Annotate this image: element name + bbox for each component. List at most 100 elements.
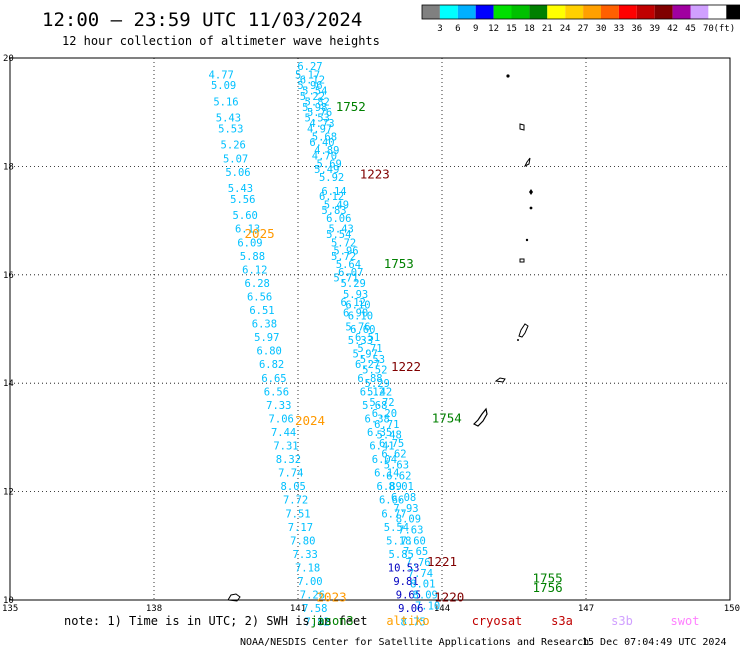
wave-height-label: 7.93 [393,503,418,515]
wave-height-label: 6.35 [367,427,392,439]
grid-lines [10,58,730,600]
wave-height-label: 8.75 [401,617,426,629]
pass-number-label: 1756 [533,580,563,595]
scale-value: 36 [631,24,642,34]
wave-height-label: 4.97 [307,123,332,135]
wave-height-label: 6.12 [300,75,325,87]
land-features [227,74,533,602]
wave-height-label: 9.81 [393,576,418,588]
wave-height-label: 7.82 [305,617,330,629]
wave-height-label: 6.51 [355,332,380,344]
wave-height-label: 4.77 [209,69,234,81]
scale-value: 24 [560,24,571,34]
wave-height-label: 5.92 [319,172,344,184]
wave-height-label: 5.22 [300,91,325,103]
wave-height-label: 6.12 [341,297,366,309]
x-tick-label: 144 [434,604,450,614]
wave-height-label: 5.68 [312,132,337,144]
wave-height-label: 5.64 [336,259,361,271]
wave-height-label: 7.44 [271,427,296,439]
pass-number-label: 2025 [245,226,275,241]
satellite-legend: jason3 altiko cryosat s3a s3b swot [310,614,699,628]
x-tick-label: 141 [290,604,306,614]
wave-height-label: 10.53 [388,562,420,574]
footer-note: note: 1) Time is in UTC; 2) SWH is in fe… [64,614,367,628]
wave-height-label: 6.12 [242,264,267,276]
pass-number-label: 1752 [336,99,366,114]
scale-value: 9 [473,24,478,34]
wave-height-label: 7.74 [278,468,303,480]
wave-height-label: 7.60 [401,535,426,547]
wave-height-label: 6.09 [237,237,262,249]
pass-number-label: 2024 [295,413,325,428]
scale-swatch [672,5,691,19]
scale-swatch [457,5,476,19]
wave-height-label: 5.76 [345,321,370,333]
color-scale: 3 6 9 12 15 18 21 24 27 30 33 36 39 42 45 70 (ft) [421,4,740,34]
wave-height-label: 5.53 [305,113,330,125]
pass-number-label: 1222 [391,359,421,374]
wave-height-label: 6.12 [319,191,344,203]
wave-height-label: 7.80 [290,535,315,547]
wave-height-label: 6.20 [372,408,397,420]
wave-height-label: 5.71 [357,343,382,355]
wave-height-label: 5.09 [211,80,236,92]
wave-height-label: 6.56 [247,291,272,303]
chart-title: 12:00 — 23:59 UTC 11/03/2024 [42,9,362,31]
wave-height-label: 5.98 [302,102,327,114]
satellite-name: jason3 [310,614,353,628]
scale-unit: (ft) [713,24,735,34]
wave-height-label: 5.43 [329,224,354,236]
wave-height-label: 5.48 [377,430,402,442]
scale-value: 21 [542,24,553,34]
wave-height-label: 5.43 [216,113,241,125]
scale-value: 42 [667,24,678,34]
island-mark [517,323,529,341]
island-mark [227,593,241,602]
wave-height-label: 5.43 [228,183,253,195]
scale-swatch [565,5,584,19]
wave-height-label: 6.51 [249,305,274,317]
wave-height-label: 5.49 [324,199,349,211]
wave-height-label: 5.54 [326,229,351,241]
scale-value: 6 [455,24,460,34]
axis-ticks: 135 138 141 144 147 150 20 18 16 14 12 10 [2,54,740,614]
scale-value: 15 [506,24,517,34]
wave-height-label: 5.63 [384,460,409,472]
y-tick-label: 18 [3,162,14,172]
wave-height-label: 5.52 [362,365,387,377]
wave-height-label: 6.62 [381,449,406,461]
wave-height-label: 8.32 [276,454,301,466]
wave-height-label: 5.53 [218,123,243,135]
scale-swatch [475,5,494,19]
wave-height-label: 7.72 [283,495,308,507]
scale-swatch [422,5,440,19]
satellite-name: swot [671,614,700,628]
wave-height-label: 6.62 [386,470,411,482]
wave-height-label: 6.08 [391,492,416,504]
wave-height-label: 5.17 [295,69,320,81]
wave-height-label: 6.04 [372,454,397,466]
wave-height-label: 5.97 [254,332,279,344]
wave-height-label: 5.82 [305,96,330,108]
wave-height-label: 6.89 [377,481,402,493]
y-tick-label: 20 [3,54,14,64]
wave-height-label: 5.16 [213,96,238,108]
island-mark [494,377,506,383]
x-tick-label: 138 [146,604,162,614]
wave-height-label: 9.65 [396,590,421,602]
scale-value: 3 [437,24,442,34]
wave-height-label: 5.85 [389,549,414,561]
x-tick-label: 150 [724,604,740,614]
scale-swatch [547,5,566,19]
pass-labels: 1752 1223 2025 1753 1222 2024 1754 1221 17551756… [245,99,563,605]
wave-height-label: 5.42 [367,386,392,398]
wave-height-label: 6.82 [259,359,284,371]
scale-value: 27 [578,24,589,34]
island-mark [472,407,488,427]
wave-height-label: 5.72 [369,397,394,409]
wave-height-label: 7.33 [293,549,318,561]
scale-swatch [618,5,637,19]
wave-height-label: 7.06 [269,413,294,425]
